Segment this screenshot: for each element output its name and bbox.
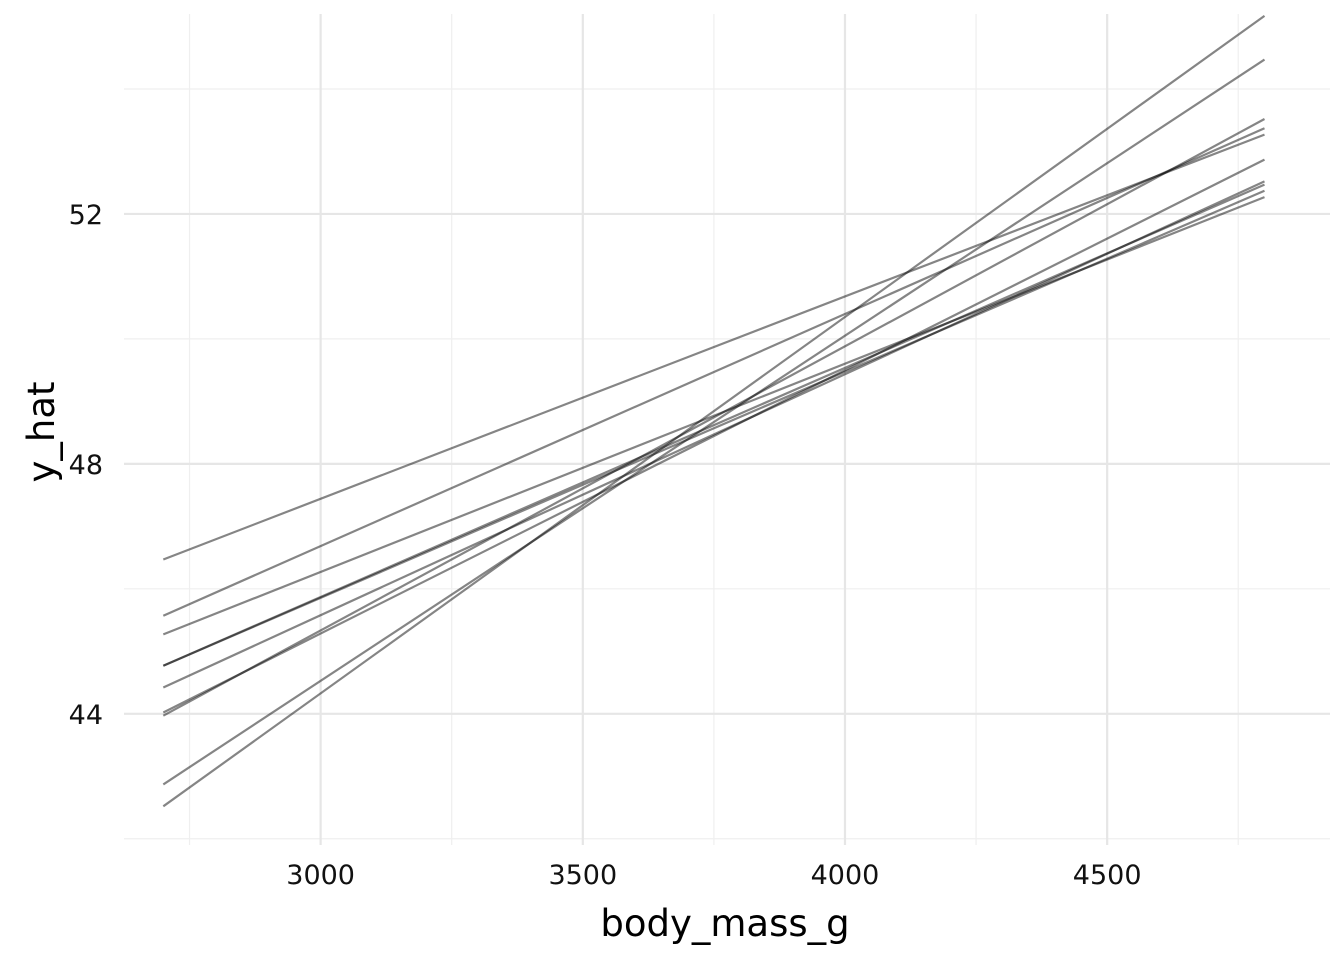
tick-labels: 3000 3500 4000 4500 44 48 52 — [69, 200, 1142, 891]
series-line — [162, 118, 1266, 717]
series-line — [162, 183, 1265, 667]
y-tick-label: 52 — [69, 200, 103, 231]
series-line — [162, 133, 1265, 561]
series-line — [162, 180, 1265, 689]
series-line — [162, 158, 1265, 714]
x-tick-label: 4500 — [1073, 860, 1142, 891]
series-line — [162, 196, 1265, 636]
series-line — [162, 127, 1265, 617]
y-axis-title: y_hat — [20, 381, 63, 482]
series-line — [162, 58, 1266, 786]
minor-gridlines — [124, 14, 1330, 845]
x-axis-title: body_mass_g — [600, 902, 849, 945]
series-line — [162, 15, 1266, 808]
series-lines — [162, 15, 1266, 808]
series-line — [162, 189, 1265, 667]
y-tick-label: 44 — [69, 700, 103, 731]
y-tick-label: 48 — [69, 450, 103, 481]
x-tick-label: 3500 — [548, 860, 617, 891]
x-tick-label: 4000 — [811, 860, 880, 891]
major-gridlines — [124, 14, 1330, 845]
x-tick-label: 3000 — [286, 860, 355, 891]
